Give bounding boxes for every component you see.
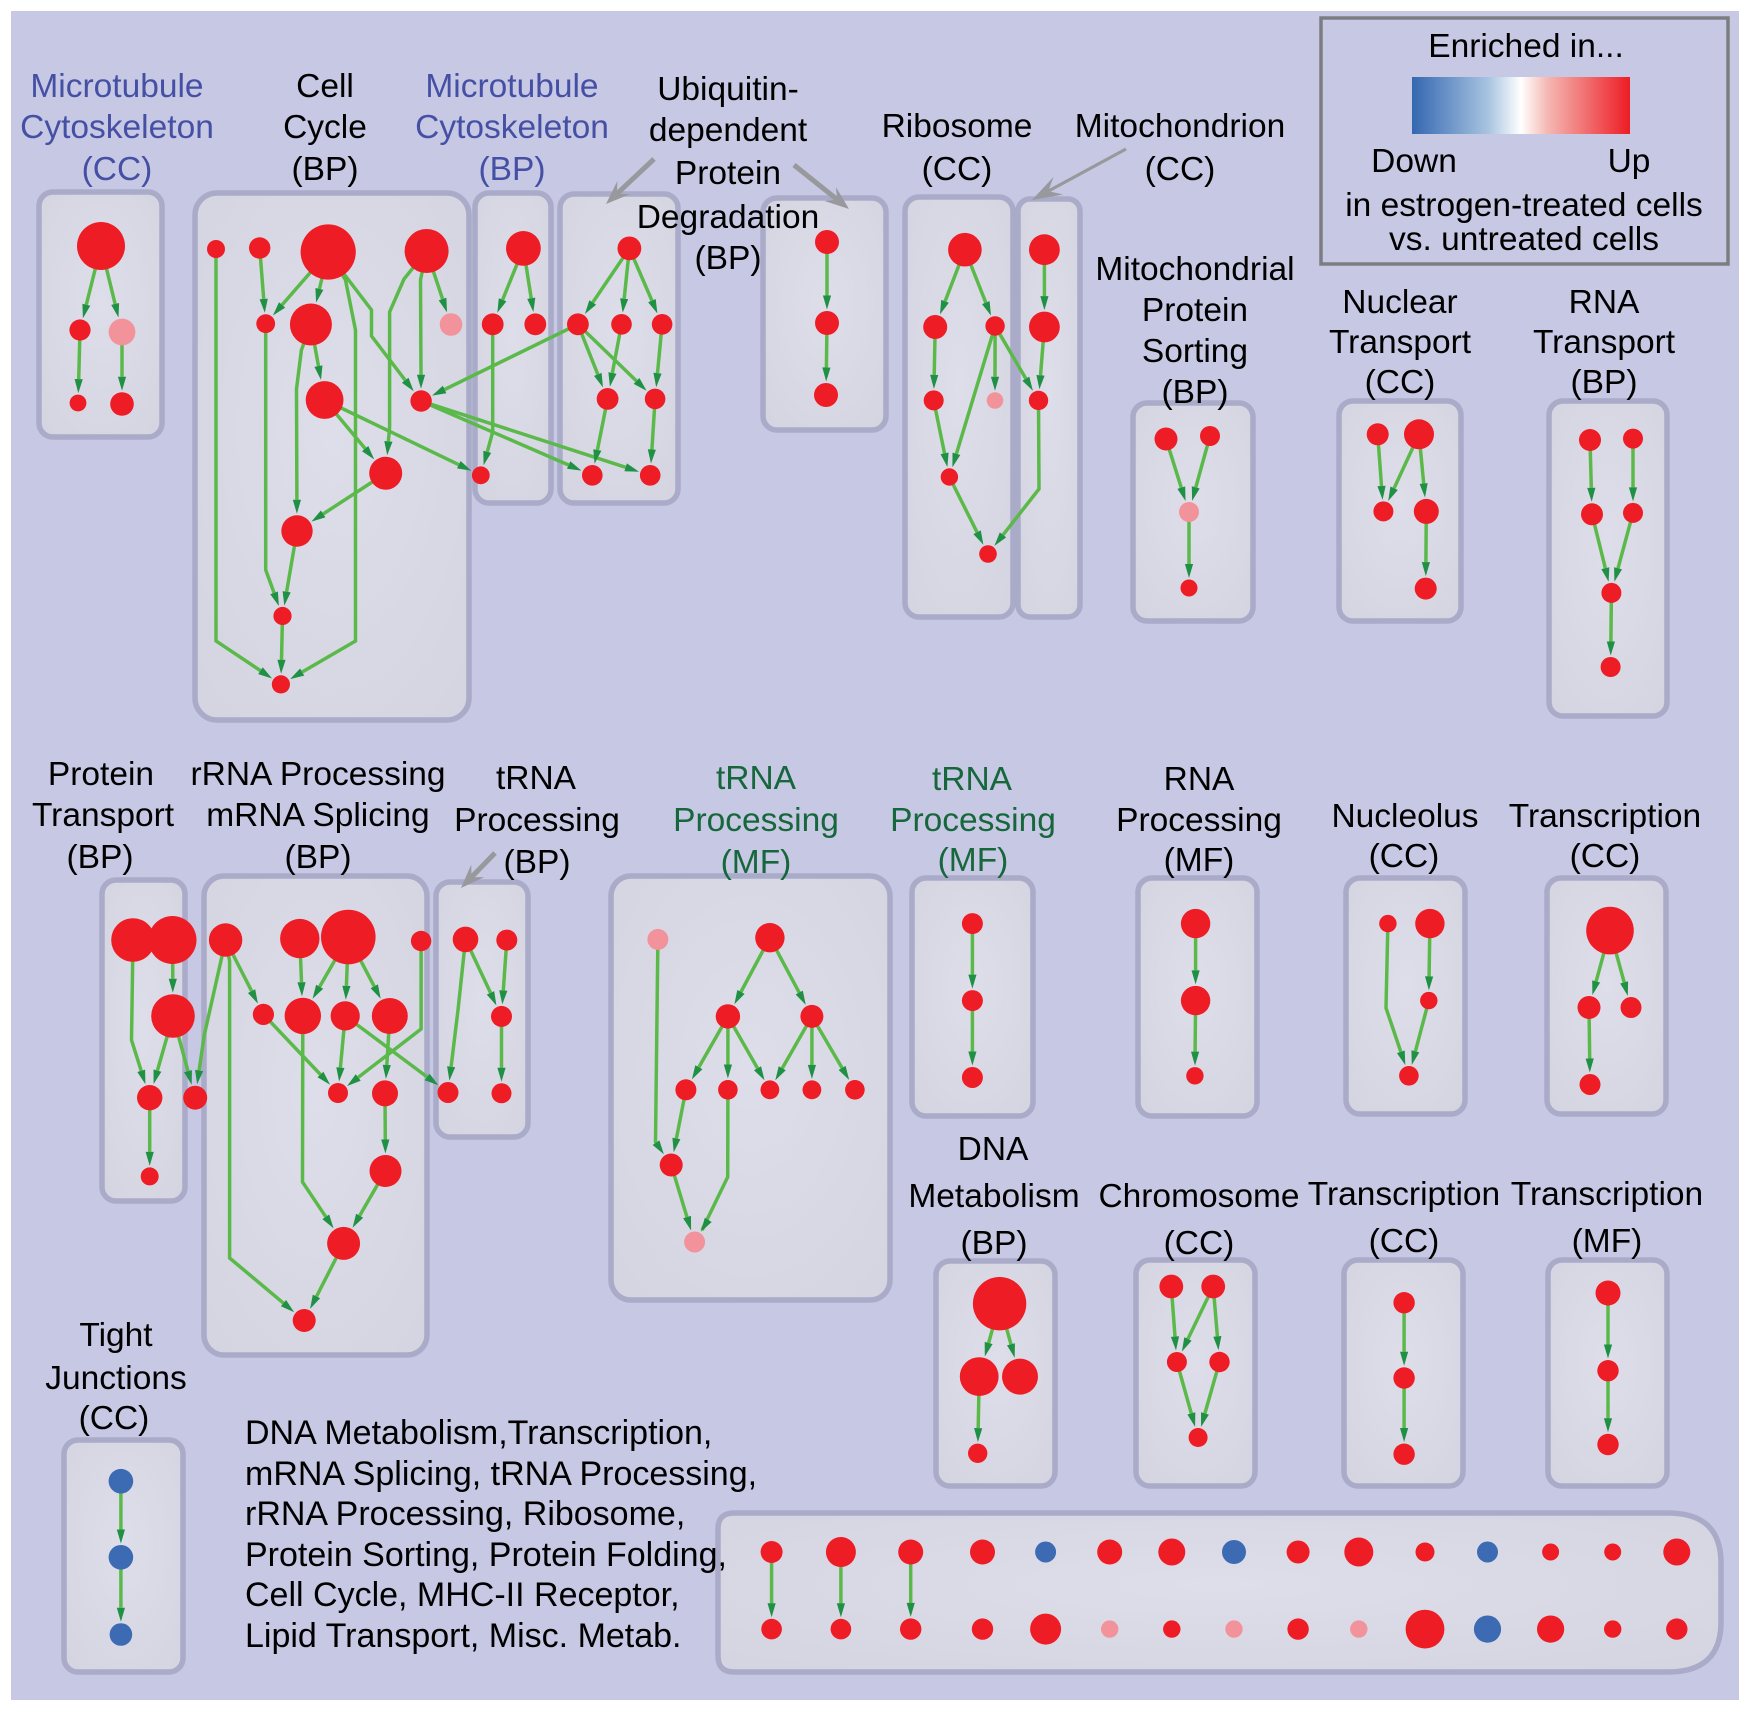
svg-text:Tight: Tight bbox=[79, 1317, 153, 1354]
svg-text:(BP): (BP) bbox=[695, 240, 762, 277]
svg-text:(MF): (MF) bbox=[1572, 1223, 1643, 1260]
svg-text:Processing: Processing bbox=[890, 802, 1056, 839]
svg-text:Protein Sorting, Protein Foldi: Protein Sorting, Protein Folding, bbox=[245, 1536, 727, 1574]
svg-text:(BP): (BP) bbox=[504, 844, 571, 881]
svg-text:Down: Down bbox=[1371, 143, 1457, 180]
svg-text:Processing: Processing bbox=[454, 802, 620, 839]
svg-text:Microtubule: Microtubule bbox=[30, 68, 203, 105]
svg-text:Microtubule: Microtubule bbox=[425, 68, 598, 105]
svg-text:Mitochondrion: Mitochondrion bbox=[1075, 108, 1285, 145]
svg-text:Enriched in...: Enriched in... bbox=[1428, 28, 1624, 65]
svg-text:(BP): (BP) bbox=[1571, 364, 1638, 401]
svg-text:mRNA Splicing, tRNA Processing: mRNA Splicing, tRNA Processing, bbox=[245, 1455, 757, 1493]
svg-text:in estrogen-treated cells: in estrogen-treated cells bbox=[1345, 187, 1703, 224]
svg-text:Transport: Transport bbox=[1533, 324, 1676, 361]
svg-text:Transport: Transport bbox=[32, 797, 175, 834]
svg-text:rRNA Processing: rRNA Processing bbox=[190, 756, 445, 793]
svg-text:Transcription: Transcription bbox=[1511, 1176, 1703, 1213]
svg-text:Nucleolus: Nucleolus bbox=[1331, 798, 1478, 835]
svg-text:(BP): (BP) bbox=[1162, 374, 1229, 411]
svg-text:(MF): (MF) bbox=[1164, 842, 1235, 879]
svg-text:Protein: Protein bbox=[675, 155, 781, 192]
svg-text:Mitochondrial: Mitochondrial bbox=[1095, 251, 1294, 288]
svg-text:Cytoskeleton: Cytoskeleton bbox=[20, 109, 214, 146]
svg-text:RNA: RNA bbox=[1164, 761, 1235, 798]
svg-text:DNA: DNA bbox=[958, 1131, 1029, 1168]
svg-text:(BP): (BP) bbox=[67, 839, 134, 876]
svg-text:Transport: Transport bbox=[1329, 324, 1472, 361]
svg-text:(BP): (BP) bbox=[961, 1225, 1028, 1262]
svg-text:Transcription: Transcription bbox=[1509, 798, 1701, 835]
svg-text:Transcription: Transcription bbox=[1308, 1176, 1500, 1213]
svg-text:(CC): (CC) bbox=[1145, 151, 1216, 188]
svg-text:(CC): (CC) bbox=[1369, 838, 1440, 875]
svg-text:(BP): (BP) bbox=[479, 151, 546, 188]
svg-text:(CC): (CC) bbox=[1369, 1223, 1440, 1260]
svg-text:rRNA Processing, Ribosome,: rRNA Processing, Ribosome, bbox=[245, 1495, 685, 1533]
svg-text:Metabolism: Metabolism bbox=[908, 1178, 1079, 1215]
svg-text:(BP): (BP) bbox=[292, 151, 359, 188]
svg-text:(CC): (CC) bbox=[1365, 364, 1436, 401]
svg-text:(CC): (CC) bbox=[922, 151, 993, 188]
svg-text:Lipid Transport, Misc. Metab.: Lipid Transport, Misc. Metab. bbox=[245, 1617, 682, 1655]
svg-text:Protein: Protein bbox=[48, 756, 154, 793]
svg-text:(MF): (MF) bbox=[721, 844, 792, 881]
svg-text:RNA: RNA bbox=[1569, 284, 1640, 321]
svg-text:Protein: Protein bbox=[1142, 292, 1248, 329]
svg-text:dependent: dependent bbox=[649, 112, 808, 149]
svg-text:Cell Cycle, MHC-II Receptor,: Cell Cycle, MHC-II Receptor, bbox=[245, 1576, 680, 1614]
svg-text:(CC): (CC) bbox=[82, 151, 153, 188]
svg-text:(CC): (CC) bbox=[1164, 1225, 1235, 1262]
svg-text:(CC): (CC) bbox=[1570, 838, 1641, 875]
svg-text:Chromosome: Chromosome bbox=[1098, 1178, 1299, 1215]
svg-text:DNA Metabolism,Transcription,: DNA Metabolism,Transcription, bbox=[245, 1414, 712, 1452]
svg-text:Sorting: Sorting bbox=[1142, 333, 1248, 370]
svg-text:tRNA: tRNA bbox=[716, 760, 797, 797]
svg-text:Cell: Cell bbox=[296, 68, 354, 105]
svg-text:(MF): (MF) bbox=[938, 842, 1009, 879]
svg-text:Ubiquitin-: Ubiquitin- bbox=[657, 71, 799, 108]
svg-text:Up: Up bbox=[1608, 143, 1651, 180]
svg-text:Cytoskeleton: Cytoskeleton bbox=[415, 109, 609, 146]
svg-text:Processing: Processing bbox=[1116, 802, 1282, 839]
svg-text:(CC): (CC) bbox=[79, 1400, 150, 1437]
svg-text:tRNA: tRNA bbox=[932, 761, 1013, 798]
svg-text:vs. untreated cells: vs. untreated cells bbox=[1389, 221, 1659, 258]
svg-text:Junctions: Junctions bbox=[45, 1360, 187, 1397]
svg-text:Ribosome: Ribosome bbox=[882, 108, 1033, 145]
svg-text:mRNA Splicing: mRNA Splicing bbox=[206, 797, 429, 834]
svg-text:Degradation: Degradation bbox=[637, 199, 820, 236]
svg-text:Nuclear: Nuclear bbox=[1342, 284, 1457, 321]
svg-text:tRNA: tRNA bbox=[496, 760, 577, 797]
svg-text:Cycle: Cycle bbox=[283, 109, 367, 146]
svg-text:Processing: Processing bbox=[673, 802, 839, 839]
svg-text:(BP): (BP) bbox=[285, 839, 352, 876]
